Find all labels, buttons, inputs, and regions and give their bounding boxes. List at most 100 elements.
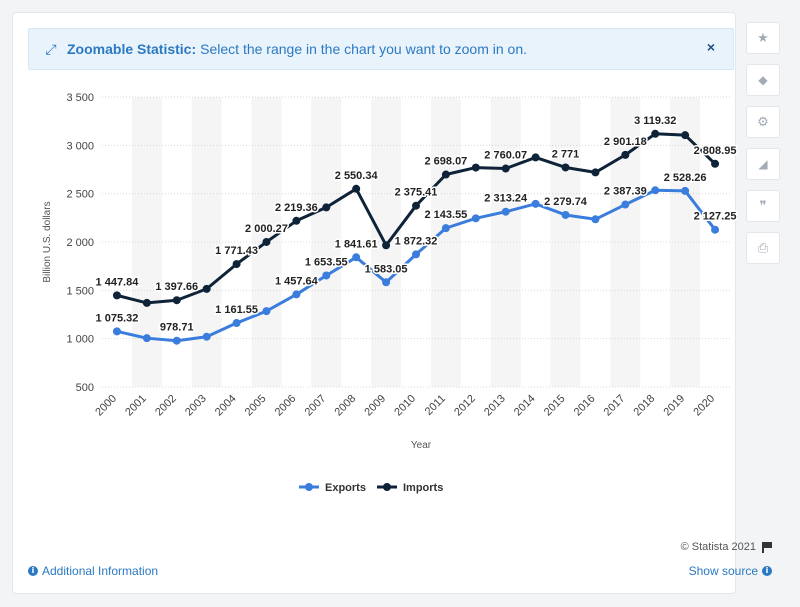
exports-point: [382, 278, 391, 287]
imports-point: [471, 163, 480, 172]
exports-point: [352, 253, 361, 262]
x-tick-label: 2017: [602, 393, 628, 419]
data-label: 2 127.25: [694, 211, 737, 223]
imports-point: [501, 164, 510, 173]
data-label: 2 375.41: [395, 187, 438, 199]
data-label: 2 313.24: [484, 193, 528, 205]
print-button[interactable]: ⎙: [746, 232, 780, 264]
favorite-star-button[interactable]: ★: [746, 22, 780, 54]
exports-point: [262, 307, 271, 316]
x-tick-label: 2007: [303, 393, 329, 419]
exports-point: [112, 327, 121, 336]
data-label: 2 808.95: [694, 145, 737, 157]
flag-icon[interactable]: [762, 542, 772, 553]
cite-quote-button[interactable]: ❞: [746, 190, 780, 222]
x-axis-title: Year: [411, 440, 432, 451]
share-button[interactable]: ◢: [746, 148, 780, 180]
info-icon: i: [28, 566, 38, 576]
imports-point: [292, 216, 301, 225]
exports-point: [322, 271, 331, 280]
additional-information-label: Additional Information: [42, 564, 159, 578]
imports-point: [322, 203, 331, 212]
data-label: 2 219.36: [275, 202, 318, 214]
imports-point: [531, 153, 540, 162]
x-tick-label: 2015: [542, 393, 568, 419]
legend-item-exports[interactable]: Exports: [299, 482, 366, 494]
x-tick-label: 2003: [183, 393, 209, 419]
legend-item-imports[interactable]: Imports: [377, 482, 443, 494]
y-tick-label: 1 000: [66, 334, 94, 346]
data-label: 2 698.07: [424, 156, 467, 168]
x-tick-label: 2012: [452, 393, 478, 419]
data-label: 2 528.26: [664, 172, 707, 184]
x-tick-label: 2014: [512, 393, 538, 419]
data-label: 2 143.55: [424, 209, 467, 221]
x-tick-label: 2016: [572, 393, 598, 419]
exports-point: [232, 319, 241, 328]
imports-point: [202, 284, 211, 293]
exports-point: [681, 186, 690, 195]
data-label: 1 872.32: [395, 235, 438, 247]
exports-point: [202, 332, 211, 341]
imports-point: [262, 237, 271, 246]
banner-text: Select the range in the chart you want t…: [200, 41, 528, 57]
settings-gear-button[interactable]: ⚙: [746, 106, 780, 138]
legend-label: Imports: [403, 482, 443, 494]
imports-point: [172, 296, 181, 305]
imports-point: [591, 168, 600, 177]
x-tick-label: 2018: [632, 393, 658, 419]
data-label: 2 550.34: [335, 170, 379, 182]
imports-point: [382, 241, 391, 250]
exports-point: [561, 210, 570, 219]
x-tick-label: 2006: [273, 393, 299, 419]
expand-arrows-icon: ⤢: [45, 40, 57, 57]
gear-icon: ⚙: [757, 114, 769, 129]
exports-point: [292, 290, 301, 299]
exports-point: [651, 186, 660, 195]
zoom-banner: ⤢ Zoomable Statistic: Select the range i…: [28, 28, 734, 70]
data-label: 1 075.32: [96, 312, 139, 324]
additional-information-link[interactable]: i Additional Information: [28, 564, 158, 578]
notification-bell-button[interactable]: ◆: [746, 64, 780, 96]
x-tick-label: 2013: [482, 393, 508, 419]
copyright-text: © Statista 2021: [680, 541, 756, 553]
copyright: © Statista 2021: [681, 541, 772, 553]
x-tick-label: 2020: [691, 393, 717, 419]
x-tick-label: 2002: [153, 393, 179, 419]
bell-icon: ◆: [758, 73, 768, 87]
data-label: 2 387.39: [604, 186, 647, 198]
printer-icon: ⎙: [757, 240, 769, 255]
exports-point: [531, 199, 540, 208]
data-label: 2 771: [552, 148, 580, 160]
data-label: 1 397.66: [155, 281, 198, 293]
imports-point: [352, 184, 361, 193]
y-tick-label: 2 000: [66, 237, 94, 249]
x-tick-label: 2019: [661, 393, 687, 419]
x-tick-label: 2001: [123, 393, 149, 419]
imports-point: [651, 129, 660, 138]
y-tick-label: 3 500: [66, 92, 94, 104]
data-label: 1 583.05: [365, 263, 408, 275]
imports-point: [711, 159, 720, 168]
data-label: 1 841.61: [335, 238, 378, 250]
close-banner-button[interactable]: ×: [706, 39, 715, 55]
imports-point: [112, 291, 121, 300]
exports-point: [172, 336, 181, 345]
exports-point: [142, 334, 151, 343]
info-icon: i: [762, 566, 772, 576]
column-band: [131, 97, 162, 387]
show-source-link[interactable]: Show source i: [689, 564, 772, 578]
legend-marker: [305, 483, 313, 491]
data-label: 978.71: [160, 322, 194, 334]
x-tick-label: 2005: [243, 393, 269, 419]
share-icon: ◢: [758, 157, 768, 171]
show-source-label: Show source: [688, 564, 758, 578]
exports-point: [441, 224, 450, 233]
imports-point: [561, 163, 570, 172]
imports-point: [621, 150, 630, 159]
y-tick-label: 3 000: [66, 140, 94, 152]
exports-point: [501, 207, 510, 216]
data-label: 1 457.64: [275, 275, 319, 287]
y-tick-label: 2 500: [66, 189, 94, 201]
